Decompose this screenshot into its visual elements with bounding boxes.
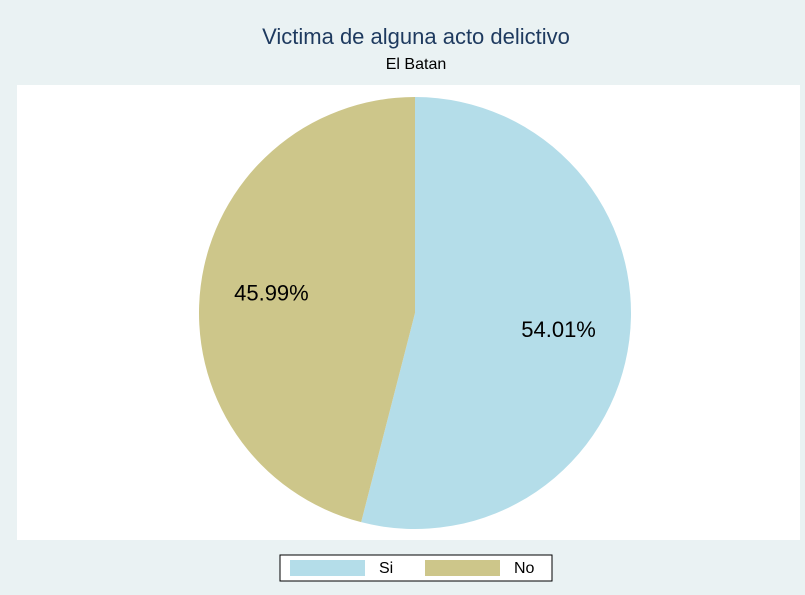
chart-title: Victima de alguna acto delictivo	[262, 24, 570, 49]
chart-subtitle: El Batan	[386, 56, 446, 73]
legend-label: Si	[379, 560, 393, 577]
data-label: 45.99%	[234, 281, 309, 306]
legend-swatch	[290, 560, 365, 576]
legend-label: No	[514, 560, 535, 577]
data-label: 54.01%	[521, 317, 596, 342]
pie-slice	[361, 97, 631, 529]
legend-swatch	[425, 560, 500, 576]
pie-slice	[199, 97, 415, 523]
